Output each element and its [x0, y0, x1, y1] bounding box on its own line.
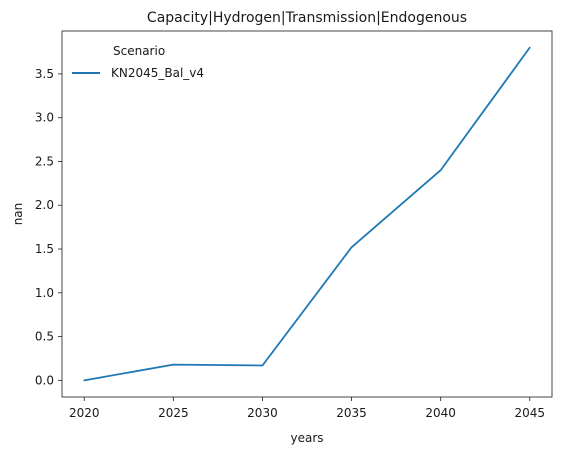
x-tick-label: 2020: [69, 406, 100, 420]
y-tick-label: 2.5: [35, 154, 54, 168]
x-tick-label: 2030: [247, 406, 278, 420]
x-tick-label: 2025: [158, 406, 189, 420]
x-tick-label: 2045: [514, 406, 545, 420]
x-tick-label: 2035: [336, 406, 367, 420]
y-tick-label: 1.5: [35, 242, 54, 256]
y-tick-label: 1.0: [35, 286, 54, 300]
legend-title: Scenario: [113, 44, 165, 58]
y-tick-label: 0.5: [35, 330, 54, 344]
chart-title: Capacity|Hydrogen|Transmission|Endogenou…: [147, 10, 467, 26]
y-axis: 0.0 0.5 1.0 1.5 2.0 2.5 3.0 3.5: [35, 67, 62, 387]
x-tick-label: 2040: [425, 406, 456, 420]
legend: Scenario KN2045_Bal_v4: [72, 44, 204, 80]
x-axis: 2020 2025 2030 2035 2040 2045: [69, 397, 545, 420]
y-tick-label: 3.0: [35, 111, 54, 125]
y-tick-label: 0.0: [35, 373, 54, 387]
series-line: [83, 46, 531, 382]
y-tick-label: 3.5: [35, 67, 54, 81]
plot-area-frame: [61, 30, 553, 398]
legend-label: KN2045_Bal_v4: [111, 66, 204, 80]
x-axis-label: years: [290, 431, 323, 445]
series-layer: [83, 46, 531, 382]
y-axis-label: nan: [11, 203, 25, 226]
y-tick-label: 2.0: [35, 198, 54, 212]
